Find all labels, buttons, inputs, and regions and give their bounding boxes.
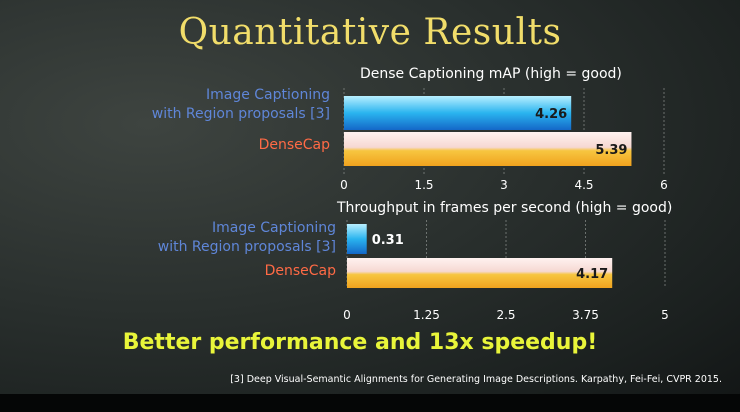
x-tick-label-3: 3.75 [572, 308, 599, 322]
chart-2-label-baseline: Image Captioning with Region proposals [… [158, 219, 336, 257]
x-tick-label-1: 1.25 [413, 308, 440, 322]
chart-2-label-densecap: DenseCap [264, 263, 336, 279]
chart-1-title: Dense Captioning mAP (high = good) [360, 66, 622, 82]
chart-1-label-baseline-line1: Image Captioning [205, 87, 330, 103]
footnote: [3] Deep Visual-Semantic Alignments for … [230, 374, 722, 385]
chart-1-label-baseline: Image Captioning with Region proposals [… [152, 86, 330, 124]
bar-baseline [347, 224, 367, 254]
x-tick-label-2: 2.5 [496, 308, 515, 322]
bar-densecap [347, 258, 613, 288]
chart-2-label-baseline-line2: with Region proposals [3] [157, 239, 336, 255]
x-tick-label-1: 1.5 [414, 178, 433, 192]
bar-densecap [344, 132, 632, 166]
x-tick-label-4: 5 [661, 308, 669, 322]
chart-2-title: Throughput in frames per second (high = … [337, 200, 673, 216]
chart-1-label-densecap: DenseCap [258, 137, 330, 153]
x-tick-label-4: 6 [660, 178, 668, 192]
chart-1-label-baseline-line2: with Region proposals [3] [151, 106, 330, 122]
chart-1: 0 1.5 3 4.5 6 4.26 5.39 [340, 88, 668, 192]
bar-baseline [344, 96, 572, 130]
data-label-densecap: 5.39 [595, 143, 627, 158]
data-label-baseline: 4.26 [535, 107, 567, 122]
x-tick-label-2: 3 [500, 178, 508, 192]
x-tick-label-0: 0 [343, 308, 351, 322]
x-tick-label-3: 4.5 [574, 178, 593, 192]
chart-2-label-baseline-line1: Image Captioning [211, 220, 336, 236]
data-label-baseline: 0.31 [372, 233, 404, 248]
slide-title: Quantitative Results [178, 12, 562, 53]
x-tick-label-0: 0 [340, 178, 348, 192]
data-label-densecap: 4.17 [576, 267, 608, 282]
tagline: Better performance and 13x speedup! [122, 330, 598, 355]
chart-2: 0 1.25 2.5 3.75 5 0.31 4.17 [343, 220, 669, 322]
